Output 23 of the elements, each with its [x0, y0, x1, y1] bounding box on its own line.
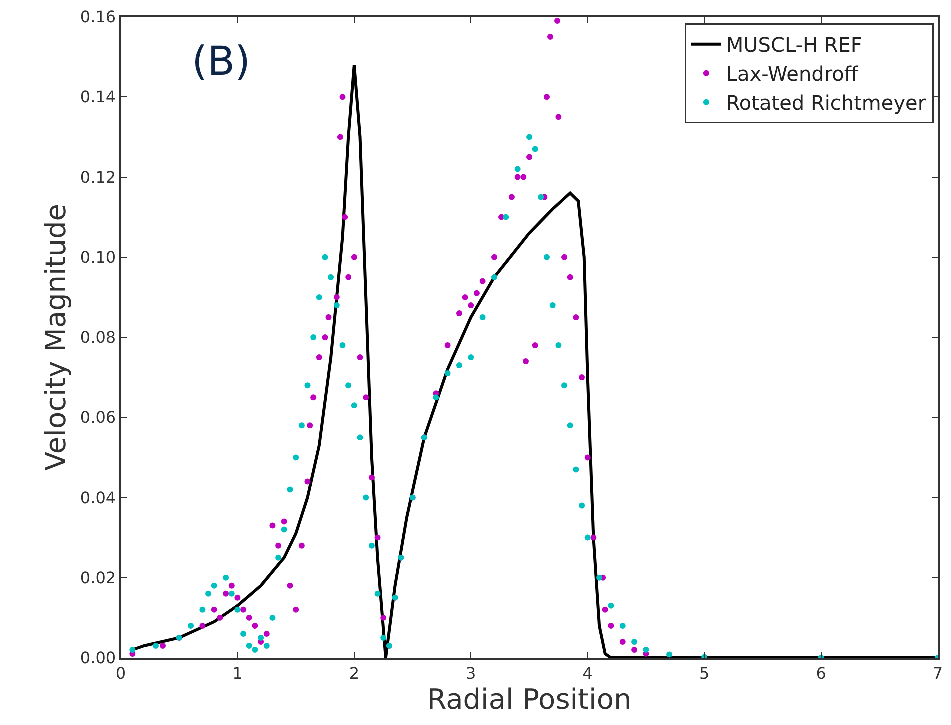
x-tick-label: 7: [932, 664, 944, 683]
x-tick-label: 0: [116, 664, 126, 683]
y-tick-label: 0.02: [80, 568, 116, 588]
legend-label: Rotated Richtmeyer: [726, 91, 927, 116]
y-tick-label: 0.14: [80, 88, 116, 107]
x-tick-label: 3: [466, 664, 476, 683]
y-tick-label: 0.00: [80, 648, 116, 668]
y-tick-label: 0.06: [80, 408, 116, 428]
y-tick-label: 0.16: [80, 8, 116, 27]
y-tick-label: 0.12: [80, 168, 116, 187]
y-tick-label: 0.08: [80, 328, 116, 348]
x-tick-label: 2: [349, 664, 360, 683]
y-tick-label: 0.04: [80, 488, 116, 508]
legend-label: MUSCL-H REF: [726, 33, 862, 58]
x-tick-label: 6: [816, 664, 826, 683]
x-tick-label: 1: [232, 664, 243, 683]
y-tick-label: 0.10: [80, 248, 116, 267]
annotation: (B): [192, 39, 251, 85]
x-axis-title: Radial Position: [427, 682, 632, 716]
x-tick-label: 4: [582, 664, 593, 683]
legend-label: Lax-Wendroff: [726, 62, 860, 86]
y-axis-title: Velocity Magnitude: [40, 204, 73, 472]
x-tick-label: 5: [699, 664, 710, 683]
